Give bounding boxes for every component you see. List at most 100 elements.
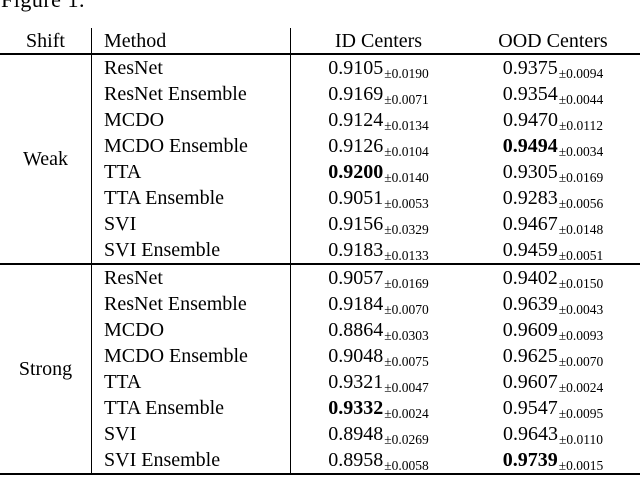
- id-centers-cell: 0.9126±0.0104: [291, 133, 466, 159]
- score-mean: 0.9470: [502, 109, 558, 131]
- score-std: ±0.0075: [384, 354, 429, 369]
- id-centers-cell: 0.9332±0.0024: [291, 395, 466, 421]
- method-cell: TTA: [92, 369, 291, 395]
- table-row: SVI 0.8948±0.0269 0.9643±0.0110: [92, 421, 640, 447]
- method-cell: SVI: [92, 211, 291, 237]
- table-body: Weak ResNet 0.9105±0.0190 0.9375±0.0094 ResN…: [0, 55, 640, 473]
- score-std: ±0.0024: [558, 380, 604, 395]
- table-row: MCDO Ensemble 0.9048±0.0075 0.9625±0.0070: [92, 343, 640, 369]
- method-cell: ResNet: [92, 265, 291, 291]
- score-std: ±0.0053: [384, 196, 429, 211]
- id-centers-cell: 0.8958±0.0058: [291, 447, 466, 473]
- score-mean: 0.9354: [502, 83, 558, 105]
- score-std: ±0.0150: [558, 276, 604, 291]
- shift-label: Weak: [0, 55, 92, 263]
- score-mean: 0.9051: [328, 187, 384, 209]
- table-row: TTA Ensemble 0.9051±0.0053 0.9283±0.0056: [92, 185, 640, 211]
- score-std: ±0.0051: [558, 248, 604, 263]
- score-mean: 0.9625: [502, 345, 558, 367]
- score-mean: 0.9459: [502, 239, 558, 261]
- id-centers-cell: 0.9200±0.0140: [291, 159, 466, 185]
- ood-centers-cell: 0.9643±0.0110: [466, 421, 640, 447]
- score-mean: 0.9607: [502, 371, 558, 393]
- table-row: TTA 0.9321±0.0047 0.9607±0.0024: [92, 369, 640, 395]
- id-centers-cell: 0.9169±0.0071: [291, 81, 466, 107]
- header-ood-centers: OOD Centers: [498, 30, 608, 52]
- table-row: MCDO Ensemble 0.9126±0.0104 0.9494±0.0034: [92, 133, 640, 159]
- ood-centers-cell: 0.9467±0.0148: [466, 211, 640, 237]
- table-row: ResNet 0.9105±0.0190 0.9375±0.0094: [92, 55, 640, 81]
- ood-centers-cell: 0.9625±0.0070: [466, 343, 640, 369]
- score-mean: 0.9375: [502, 57, 558, 79]
- table-row: SVI Ensemble 0.8958±0.0058 0.9739±0.0015: [92, 447, 640, 473]
- shift-group-strong: Strong ResNet 0.9057±0.0169 0.9402±0.0150 Re…: [0, 263, 640, 473]
- method-cell: ResNet: [92, 55, 291, 81]
- table-row: ResNet Ensemble 0.9169±0.0071 0.9354±0.004…: [92, 81, 640, 107]
- score-mean: 0.8948: [328, 423, 384, 445]
- ood-centers-cell: 0.9305±0.0169: [466, 159, 640, 185]
- score-mean: 0.9105: [328, 57, 384, 79]
- ood-centers-cell: 0.9609±0.0093: [466, 317, 640, 343]
- score-mean: 0.9494: [502, 135, 558, 157]
- score-std: ±0.0329: [384, 222, 429, 237]
- ood-centers-cell: 0.9402±0.0150: [466, 265, 640, 291]
- id-centers-cell: 0.9321±0.0047: [291, 369, 466, 395]
- id-centers-cell: 0.8948±0.0269: [291, 421, 466, 447]
- score-mean: 0.9332: [328, 397, 384, 419]
- score-std: ±0.0056: [558, 196, 604, 211]
- ood-centers-cell: 0.9547±0.0095: [466, 395, 640, 421]
- ood-centers-cell: 0.9459±0.0051: [466, 237, 640, 263]
- score-std: ±0.0133: [384, 248, 429, 263]
- ood-centers-cell: 0.9739±0.0015: [466, 447, 640, 473]
- table-row: TTA 0.9200±0.0140 0.9305±0.0169: [92, 159, 640, 185]
- score-std: ±0.0169: [384, 276, 429, 291]
- score-std: ±0.0015: [558, 458, 604, 473]
- score-mean: 0.9547: [502, 397, 558, 419]
- method-cell: SVI Ensemble: [92, 447, 291, 473]
- score-mean: 0.9609: [502, 319, 558, 341]
- score-std: ±0.0034: [558, 144, 604, 159]
- score-mean: 0.9402: [502, 267, 558, 289]
- score-mean: 0.9156: [328, 213, 384, 235]
- method-cell: TTA: [92, 159, 291, 185]
- score-std: ±0.0024: [384, 406, 429, 421]
- id-centers-cell: 0.9124±0.0134: [291, 107, 466, 133]
- table-row: SVI Ensemble 0.9183±0.0133 0.9459±0.0051: [92, 237, 640, 263]
- ood-centers-cell: 0.9470±0.0112: [466, 107, 640, 133]
- score-std: ±0.0148: [558, 222, 604, 237]
- score-mean: 0.9126: [328, 135, 384, 157]
- method-cell: TTA Ensemble: [92, 185, 291, 211]
- score-mean: 0.8864: [328, 319, 384, 341]
- score-std: ±0.0104: [384, 144, 429, 159]
- score-std: ±0.0112: [558, 118, 604, 133]
- score-std: ±0.0190: [384, 66, 429, 81]
- table-row: SVI 0.9156±0.0329 0.9467±0.0148: [92, 211, 640, 237]
- score-std: ±0.0269: [384, 432, 429, 447]
- id-centers-cell: 0.9048±0.0075: [291, 343, 466, 369]
- method-cell: MCDO Ensemble: [92, 133, 291, 159]
- header-method: Method: [92, 28, 291, 53]
- score-std: ±0.0047: [384, 380, 429, 395]
- id-centers-cell: 0.9184±0.0070: [291, 291, 466, 317]
- method-cell: SVI Ensemble: [92, 237, 291, 263]
- header-id-centers: ID Centers: [334, 30, 423, 52]
- score-mean: 0.9057: [328, 267, 384, 289]
- id-centers-cell: 0.9156±0.0329: [291, 211, 466, 237]
- table-row: ResNet Ensemble 0.9184±0.0070 0.9639±0.004…: [92, 291, 640, 317]
- ood-centers-cell: 0.9607±0.0024: [466, 369, 640, 395]
- score-mean: 0.9739: [502, 449, 558, 471]
- score-mean: 0.9283: [502, 187, 558, 209]
- method-cell: MCDO: [92, 107, 291, 133]
- score-std: ±0.0093: [558, 328, 604, 343]
- score-mean: 0.9184: [328, 293, 384, 315]
- score-mean: 0.9124: [328, 109, 384, 131]
- score-mean: 0.9183: [328, 239, 384, 261]
- score-std: ±0.0070: [384, 302, 429, 317]
- shift-label: Strong: [0, 265, 92, 473]
- score-mean: 0.9643: [502, 423, 558, 445]
- score-mean: 0.9467: [502, 213, 558, 235]
- score-mean: 0.9321: [328, 371, 384, 393]
- method-cell: MCDO: [92, 317, 291, 343]
- score-std: ±0.0094: [558, 66, 604, 81]
